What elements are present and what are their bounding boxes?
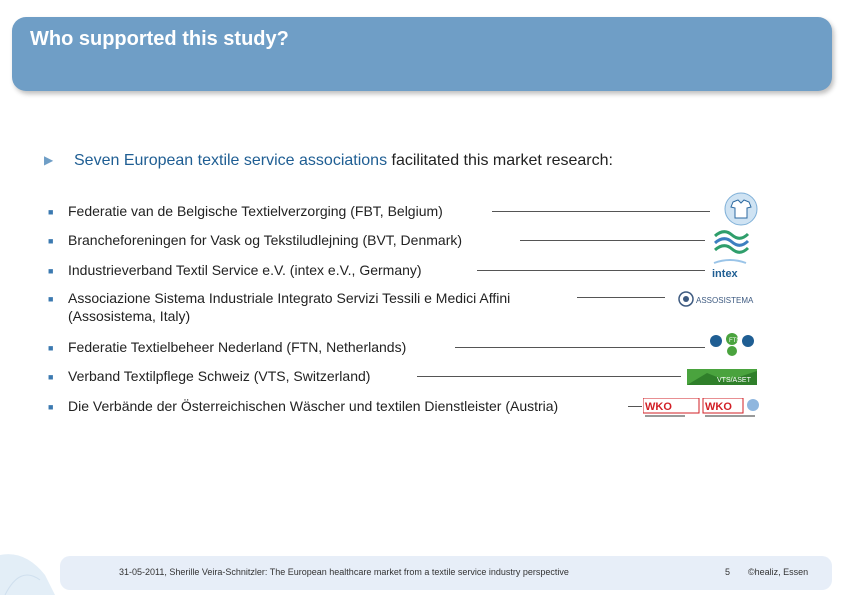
list-item-label: Verband Textilpflege Schweiz (VTS, Switz… — [68, 368, 371, 384]
list-item: ■ Federatie van de Belgische Textielverz… — [48, 202, 443, 220]
footer-copyright: ©healiz, Essen — [748, 567, 809, 577]
page-number: 5 — [725, 567, 731, 577]
square-bullet-icon: ■ — [48, 207, 54, 217]
ftn-logo: FTN — [708, 332, 756, 365]
list-item: ■ Federatie Textielbeheer Nederland (FTN… — [48, 338, 406, 356]
square-bullet-icon: ■ — [48, 343, 54, 353]
footer-citation: 31-05-2011, Sherille Veira-Schnitzler: T… — [119, 567, 569, 577]
list-item: ■ Verband Textilpflege Schweiz (VTS, Swi… — [48, 367, 370, 385]
wko-logo: WKO WKO — [642, 397, 761, 425]
header-bar — [12, 17, 832, 91]
assosistema-logo: ASSOSISTEMA — [678, 290, 760, 313]
list-item: ■ Associazione Sistema Industriale Integ… — [48, 289, 510, 325]
svg-text:VTS/ASET: VTS/ASET — [717, 377, 752, 384]
connector-line — [492, 211, 710, 212]
svg-text:WKO: WKO — [645, 401, 672, 413]
connector-line — [520, 240, 705, 241]
intro-highlight: Seven European textile service associati… — [74, 152, 388, 169]
corner-decoration — [0, 545, 60, 595]
list-item-label: Industrieverband Textil Service e.V. (in… — [68, 262, 422, 278]
fbt-logo — [722, 192, 760, 231]
bvt-logo — [712, 226, 750, 261]
connector-line — [628, 406, 642, 407]
triangle-bullet-icon: ▶ — [44, 153, 54, 167]
connector-line — [577, 297, 665, 298]
square-bullet-icon: ■ — [48, 236, 54, 246]
square-bullet-icon: ■ — [48, 266, 54, 276]
list-item-label: Die Verbände der Österreichischen Wäsche… — [68, 398, 559, 414]
connector-line — [477, 270, 705, 271]
list-item-label-line2: (Assosistema, Italy) — [68, 308, 191, 324]
list-item: ■ Die Verbände der Österreichischen Wäsc… — [48, 397, 558, 415]
list-item-label: Associazione Sistema Industriale Integra… — [68, 290, 511, 306]
connector-line — [455, 347, 705, 348]
svg-text:ASSOSISTEMA: ASSOSISTEMA — [696, 296, 754, 305]
svg-text:WKO: WKO — [705, 401, 732, 413]
svg-text:FTN: FTN — [729, 338, 741, 344]
intro-line: ▶ Seven European textile service associa… — [44, 152, 613, 170]
list-item: ■ Industrieverband Textil Service e.V. (… — [48, 261, 422, 279]
list-item-label: Federatie Textielbeheer Nederland (FTN, … — [68, 339, 407, 355]
connector-line — [417, 376, 681, 377]
intex-logo: intex — [710, 257, 750, 288]
intro-rest: facilitated this market research: — [387, 152, 613, 169]
square-bullet-icon: ■ — [48, 402, 54, 412]
list-item-label: Brancheforeningen for Vask og Tekstiludl… — [68, 232, 463, 248]
footer-bar — [60, 556, 832, 590]
vts-logo: VTS/ASET — [687, 369, 757, 390]
square-bullet-icon: ■ — [48, 372, 54, 382]
square-bullet-icon: ■ — [48, 294, 54, 304]
list-item-label: Federatie van de Belgische Textielverzor… — [68, 203, 443, 219]
svg-text:intex: intex — [712, 268, 739, 280]
slide-title: Who supported this study? — [30, 28, 289, 50]
list-item: ■ Brancheforeningen for Vask og Tekstilu… — [48, 231, 462, 249]
